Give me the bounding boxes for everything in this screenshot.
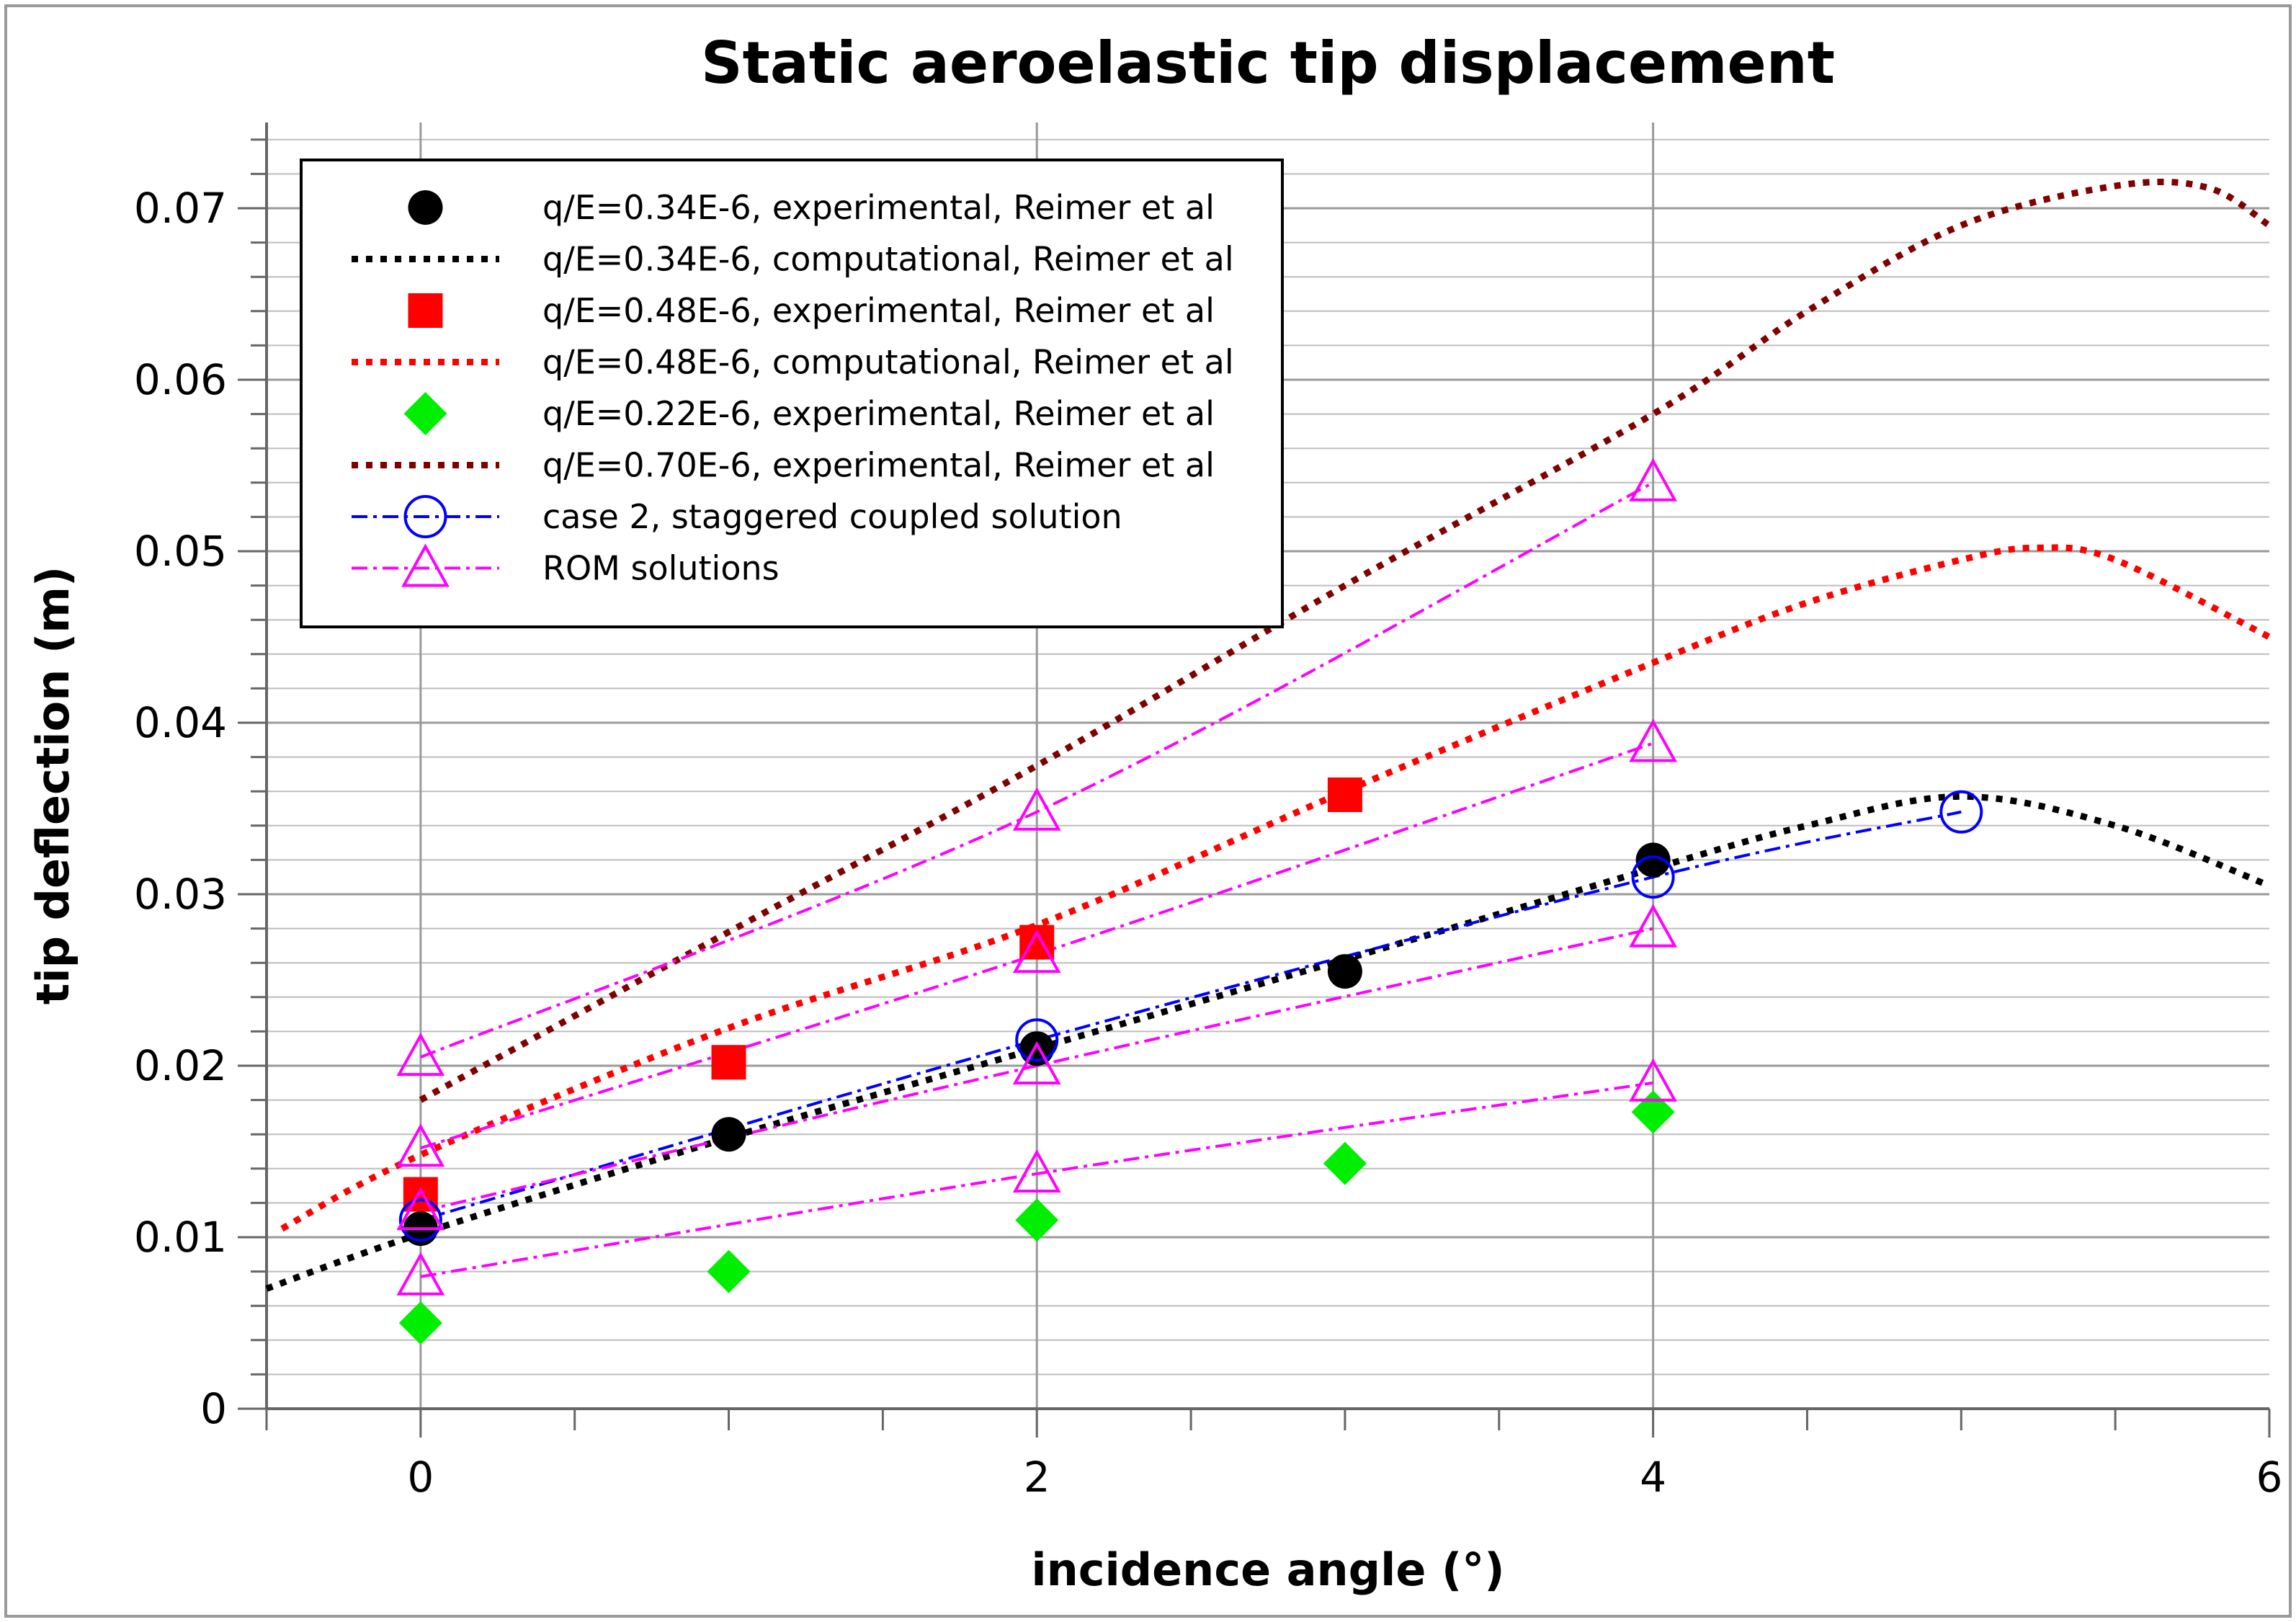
data-point bbox=[1012, 930, 1061, 973]
x-tick-label: 2 bbox=[1024, 1453, 1050, 1502]
series-line bbox=[265, 793, 2271, 1292]
data-point bbox=[1015, 1018, 1059, 1062]
x-tick-label: 6 bbox=[2256, 1453, 2283, 1502]
legend-entry-label: q/E=0.34E-6, computational, Reimer et al bbox=[542, 240, 1234, 279]
legend-entry-label: q/E=0.48E-6, computational, Reimer et al bbox=[542, 343, 1234, 382]
legend-marker-sample bbox=[403, 495, 447, 538]
data-point bbox=[1012, 1041, 1061, 1084]
data-point bbox=[396, 1252, 445, 1296]
axes: 0 0.01 0.02 0.03 0.04 0.05 0.06 0.07 0 2 4 6 bbox=[134, 122, 2283, 1502]
data-point bbox=[711, 1117, 746, 1152]
data-point bbox=[707, 1249, 751, 1293]
series-line bbox=[280, 544, 2272, 1232]
data-point bbox=[396, 1187, 445, 1231]
data-point bbox=[1012, 787, 1061, 831]
legend-entry-label: ROM solutions bbox=[542, 549, 780, 588]
x-tick-label: 4 bbox=[1640, 1453, 1666, 1502]
data-point bbox=[403, 1177, 438, 1212]
data-point bbox=[398, 1301, 442, 1345]
data-point bbox=[1323, 1141, 1367, 1185]
y-tick-label: 0.03 bbox=[134, 870, 227, 919]
series-line bbox=[420, 1081, 1653, 1278]
x-tick-label: 0 bbox=[407, 1453, 434, 1502]
data-point bbox=[711, 1045, 746, 1080]
x-axis-label: incidence angle (°) bbox=[1031, 1543, 1504, 1596]
legend-entry-label: q/E=0.22E-6, experimental, Reimer et al bbox=[542, 394, 1215, 433]
legend-box bbox=[300, 159, 1284, 628]
y-axis-label: tip deflection (m) bbox=[27, 566, 79, 1005]
series-line bbox=[420, 741, 1654, 1150]
data-point bbox=[1635, 842, 1671, 878]
legend-entry-label: q/E=0.48E-6, experimental, Reimer et al bbox=[542, 291, 1215, 330]
data-point bbox=[398, 1198, 442, 1242]
series-layer bbox=[265, 178, 2272, 1345]
data-point bbox=[1939, 790, 1983, 834]
legend: q/E=0.34E-6, experimental, Reimer et al q… bbox=[300, 159, 1284, 628]
y-tick-label: 0.02 bbox=[134, 1041, 227, 1090]
legend-entry-label: case 2, staggered coupled solution bbox=[542, 497, 1122, 536]
chart-title: Static aeroelastic tip displacement bbox=[701, 30, 1835, 97]
legend-marker-sample bbox=[408, 293, 443, 328]
legend-marker-sample bbox=[403, 392, 447, 435]
data-point bbox=[1629, 904, 1678, 948]
y-tick-label: 0.06 bbox=[134, 355, 227, 404]
data-point bbox=[1629, 458, 1678, 502]
data-point bbox=[396, 1123, 445, 1167]
series-line bbox=[420, 810, 1962, 1222]
y-tick-label: 0.01 bbox=[134, 1213, 227, 1262]
y-tick-label: 0.07 bbox=[134, 184, 227, 233]
y-tick-label: 0.05 bbox=[134, 527, 227, 576]
data-point bbox=[1327, 954, 1362, 989]
data-point bbox=[1015, 1198, 1059, 1242]
legend-entry-label: q/E=0.34E-6, experimental, Reimer et al bbox=[542, 188, 1215, 227]
data-point bbox=[1012, 1149, 1061, 1193]
y-tick-label: 0.04 bbox=[134, 698, 227, 747]
data-point bbox=[1629, 1058, 1678, 1102]
legend-marker-sample bbox=[408, 190, 443, 225]
data-point bbox=[1629, 718, 1678, 762]
data-point bbox=[1327, 777, 1362, 812]
legend-entry-label: q/E=0.70E-6, experimental, Reimer et al bbox=[542, 446, 1215, 485]
legend-marker-sample bbox=[401, 543, 450, 587]
data-point bbox=[1631, 855, 1675, 899]
y-tick-label: 0 bbox=[200, 1384, 227, 1433]
data-point bbox=[396, 1032, 445, 1077]
series-line bbox=[420, 481, 1654, 1059]
